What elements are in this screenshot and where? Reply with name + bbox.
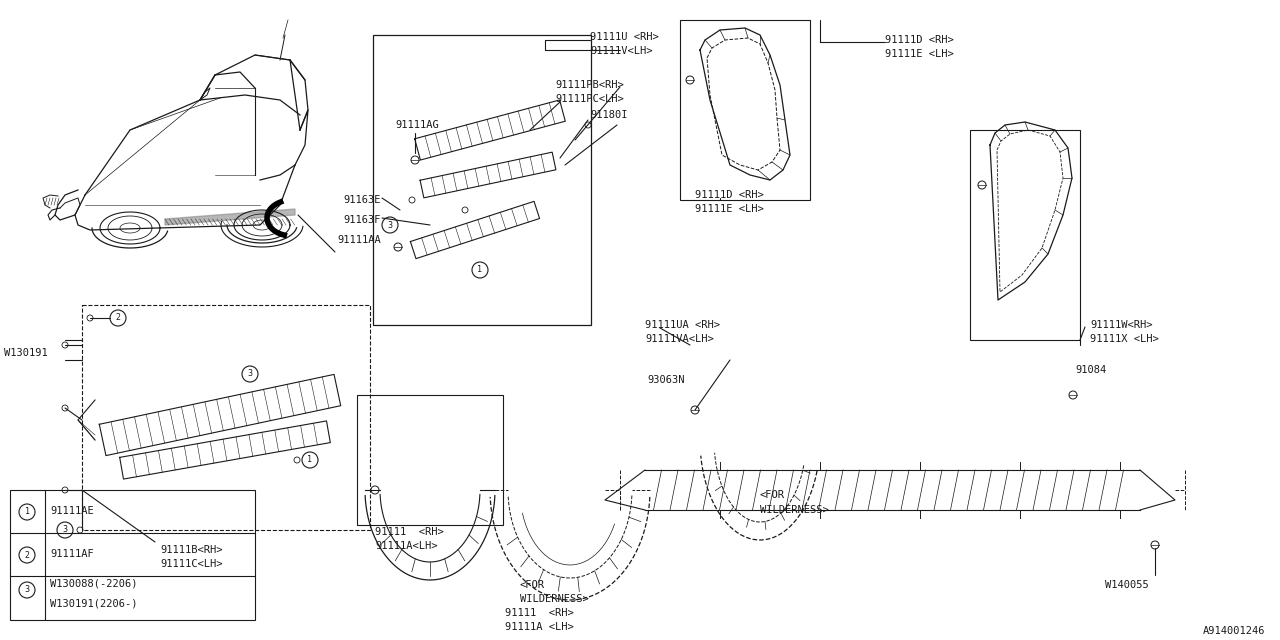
- Text: 91111E <LH>: 91111E <LH>: [695, 204, 764, 214]
- Text: 91111AE: 91111AE: [50, 506, 93, 516]
- Circle shape: [61, 405, 68, 411]
- Text: 91111AG: 91111AG: [396, 120, 439, 130]
- Text: 91180I: 91180I: [590, 110, 627, 120]
- Text: 91111PB<RH>: 91111PB<RH>: [556, 80, 623, 90]
- Bar: [10, 490, 255, 620]
- Text: 3: 3: [63, 525, 68, 534]
- Bar: [82, 305, 370, 530]
- Circle shape: [978, 181, 986, 189]
- Text: W130191: W130191: [4, 348, 47, 358]
- Text: 91111C<LH>: 91111C<LH>: [160, 559, 223, 569]
- Text: 91111PC<LH>: 91111PC<LH>: [556, 94, 623, 104]
- Text: 91111A <LH>: 91111A <LH>: [506, 622, 573, 632]
- Text: 91111W<RH>: 91111W<RH>: [1091, 320, 1152, 330]
- Text: 91111D <RH>: 91111D <RH>: [695, 190, 764, 200]
- Text: 91111  <RH>: 91111 <RH>: [375, 527, 444, 537]
- Circle shape: [61, 487, 68, 493]
- Circle shape: [691, 406, 699, 414]
- Text: W130088(-2206): W130088(-2206): [50, 579, 137, 589]
- Text: 1: 1: [477, 266, 483, 275]
- Text: 91111X <LH>: 91111X <LH>: [1091, 334, 1158, 344]
- Circle shape: [77, 527, 83, 533]
- Text: 91111D <RH>: 91111D <RH>: [884, 35, 954, 45]
- Text: 91111A<LH>: 91111A<LH>: [375, 541, 438, 551]
- Text: 91111E <LH>: 91111E <LH>: [884, 49, 954, 59]
- Text: A914001246: A914001246: [1202, 626, 1265, 636]
- Text: 91111V<LH>: 91111V<LH>: [590, 46, 653, 56]
- Text: 91111B<RH>: 91111B<RH>: [160, 545, 223, 555]
- Bar: [357, 395, 503, 525]
- Text: 1: 1: [24, 508, 29, 516]
- Text: 2: 2: [115, 314, 120, 323]
- Circle shape: [1069, 391, 1076, 399]
- Circle shape: [87, 315, 93, 321]
- Circle shape: [410, 197, 415, 203]
- Text: 91111AA: 91111AA: [337, 235, 381, 245]
- Text: WILDERNESS>: WILDERNESS>: [760, 505, 828, 515]
- Circle shape: [411, 156, 419, 164]
- Text: <FOR: <FOR: [760, 490, 785, 500]
- Circle shape: [1151, 541, 1158, 549]
- Bar: [970, 130, 1080, 340]
- Text: 93063N: 93063N: [646, 375, 685, 385]
- Text: 91084: 91084: [1075, 365, 1106, 375]
- Text: 91111U <RH>: 91111U <RH>: [590, 32, 659, 42]
- Circle shape: [294, 457, 300, 463]
- Text: 91111AF: 91111AF: [50, 549, 93, 559]
- Text: 91111UA <RH>: 91111UA <RH>: [645, 320, 719, 330]
- Text: 91163E: 91163E: [343, 195, 381, 205]
- Text: 1: 1: [307, 456, 312, 465]
- Text: 91163F: 91163F: [343, 215, 381, 225]
- Text: 91111  <RH>: 91111 <RH>: [506, 608, 573, 618]
- Circle shape: [686, 76, 694, 84]
- Circle shape: [462, 207, 468, 213]
- Circle shape: [61, 342, 68, 348]
- Polygon shape: [165, 209, 294, 225]
- Circle shape: [371, 486, 379, 494]
- Circle shape: [585, 122, 591, 128]
- Text: W140055: W140055: [1105, 580, 1148, 590]
- Text: 91111VA<LH>: 91111VA<LH>: [645, 334, 714, 344]
- Text: WILDERNESS>: WILDERNESS>: [520, 594, 589, 604]
- Text: 3: 3: [388, 221, 393, 230]
- Text: 3: 3: [24, 586, 29, 595]
- Text: 2: 2: [24, 550, 29, 559]
- Text: 3: 3: [247, 369, 252, 378]
- Bar: [680, 20, 810, 200]
- Text: W130191(2206-): W130191(2206-): [50, 598, 137, 608]
- Text: <FOR: <FOR: [520, 580, 545, 590]
- Circle shape: [394, 243, 402, 251]
- Bar: [372, 35, 591, 325]
